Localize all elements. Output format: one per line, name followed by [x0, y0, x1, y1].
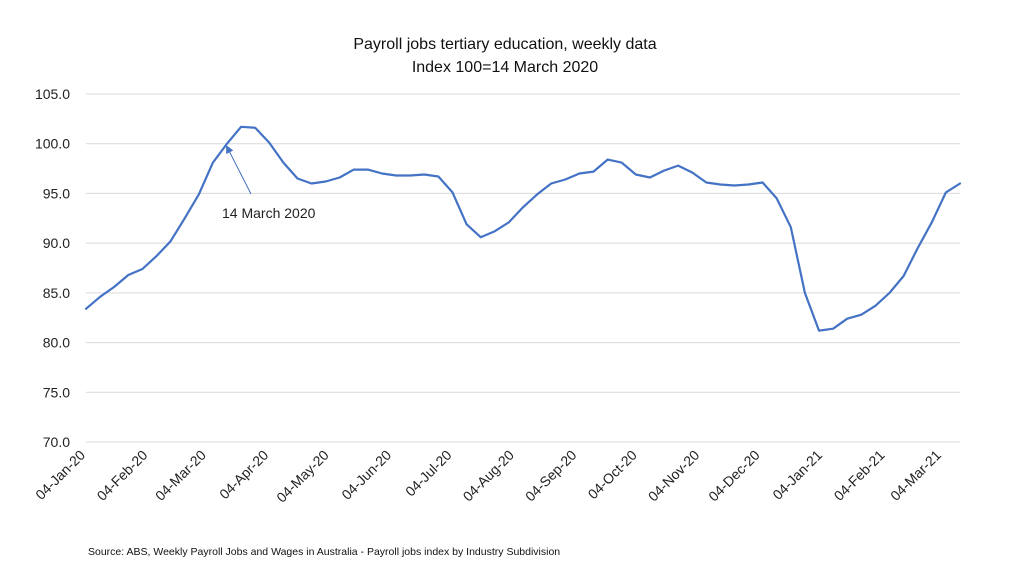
x-tick-label: 04-Feb-20: [94, 447, 151, 504]
x-tick-label: 04-Aug-20: [460, 447, 518, 505]
x-tick-label: 04-Jan-21: [769, 447, 825, 503]
y-tick-label: 95.0: [43, 185, 70, 201]
y-tick-label: 100.0: [35, 136, 70, 152]
y-tick-label: 80.0: [43, 335, 70, 351]
x-tick-label: 04-Jul-20: [402, 447, 455, 500]
chart-title: Payroll jobs tertiary education, weekly …: [353, 36, 656, 53]
chart-subtitle: Index 100=14 March 2020: [412, 59, 598, 76]
source-note: Source: ABS, Weekly Payroll Jobs and Wag…: [88, 546, 560, 558]
x-tick-label: 04-Oct-20: [585, 447, 640, 502]
x-tick-label: 04-Sep-20: [522, 447, 580, 505]
y-axis-ticks: 105.0 100.0 95.0 90.0 85.0 80.0 75.0 70.0: [35, 86, 70, 450]
x-tick-label: 04-May-20: [273, 447, 332, 506]
x-tick-label: 04-Jun-20: [338, 447, 394, 503]
y-tick-label: 70.0: [43, 434, 70, 450]
series-layer: [84, 125, 962, 332]
y-tick-label: 75.0: [43, 384, 70, 400]
x-tick-label: 04-Feb-21: [831, 447, 888, 504]
annotation-layer: 14 March 2020: [222, 145, 316, 221]
x-tick-label: 04-Dec-20: [705, 447, 763, 505]
series-line: [84, 125, 962, 332]
y-tick-label: 105.0: [35, 86, 70, 102]
x-tick-label: 04-Mar-21: [887, 447, 944, 504]
y-tick-label: 85.0: [43, 285, 70, 301]
x-tick-label: 04-Mar-20: [152, 447, 209, 504]
gridlines: [86, 93, 960, 443]
annotation-label: 14 March 2020: [222, 205, 316, 221]
y-tick-label: 90.0: [43, 235, 70, 251]
x-axis-ticks: 04-Jan-20 04-Feb-20 04-Mar-20 04-Apr-20 04-M…: [32, 447, 944, 506]
x-tick-label: 04-Nov-20: [645, 447, 703, 505]
annotation-arrow: [226, 145, 252, 195]
x-tick-label: 04-Apr-20: [216, 447, 271, 502]
x-tick-label: 04-Jan-20: [32, 447, 88, 503]
